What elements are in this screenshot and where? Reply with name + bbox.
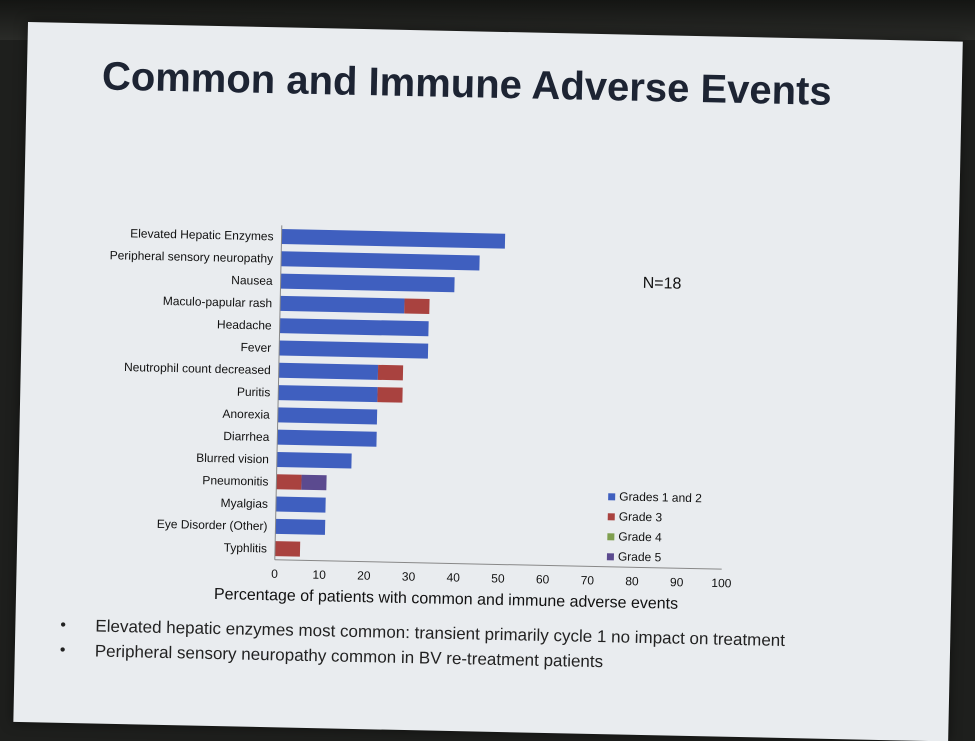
y-axis-line [274,225,283,560]
category-label: Fever [240,340,271,355]
category-label: Puritis [237,385,271,400]
bar-segment [275,518,326,535]
category-label: Anorexia [222,407,270,422]
legend-label: Grade 4 [618,529,662,544]
x-tick-label: 80 [625,574,639,588]
category-label: Peripheral sensory neuropathy [110,248,274,265]
bar-segment [404,298,430,315]
legend-swatch [606,553,614,561]
category-label: Diarrhea [223,429,270,444]
legend-swatch [608,493,616,501]
bar-segment [279,340,429,359]
x-tick-label: 70 [581,573,595,587]
bar-segment [277,407,378,425]
x-tick-label: 40 [446,570,460,584]
category-label: Myalgias [220,496,268,511]
category-label: Blurred vision [196,451,269,467]
presentation-slide: Common and Immune Adverse Events N=18 El… [13,22,963,741]
bar-segment [276,451,352,469]
category-label: Headache [217,317,272,332]
x-tick-label: 100 [711,576,732,590]
legend-swatch [607,513,615,521]
bar-segment [377,387,403,403]
category-label: Elevated Hepatic Enzymes [130,226,274,243]
legend-label: Grade 5 [618,549,662,564]
x-tick-label: 20 [357,569,371,583]
x-tick-label: 60 [536,572,550,586]
category-label: Typhlitis [224,541,268,556]
x-tick-label: 90 [670,575,684,589]
bar-segment [280,251,480,271]
x-tick-label: 10 [312,568,326,582]
category-label: Nausea [231,273,273,288]
bar-segment [280,273,455,293]
bar-segment [280,295,405,314]
bullet-dot-icon: • [60,616,67,634]
bar-segment [278,385,378,403]
x-tick-label: 50 [491,571,505,585]
category-label: Neutrophil count decreased [124,360,271,377]
bar-segment [278,362,379,380]
bar-segment [301,474,327,491]
legend-label: Grade 3 [619,509,663,524]
bar-segment [275,496,326,513]
adverse-events-bar-chart: Elevated Hepatic Enzymes Peripheral senso… [110,225,732,590]
legend-label: Grades 1 and 2 [619,489,702,505]
x-tick-label: 30 [402,569,416,583]
bar-segment [277,429,377,447]
category-label: Eye Disorder (Other) [157,517,268,533]
legend-swatch [607,533,615,541]
category-label: Pneumonitis [202,473,268,488]
bar-segment [274,541,301,557]
bar-segment [377,364,404,381]
category-label: Maculo-papular rash [163,294,273,310]
bar-segment [276,474,302,490]
bullet-dot-icon: • [59,641,66,659]
bar-segment [279,318,429,337]
x-tick-label: 0 [271,567,278,581]
bar-segment [281,229,506,249]
x-axis-line [274,559,722,570]
